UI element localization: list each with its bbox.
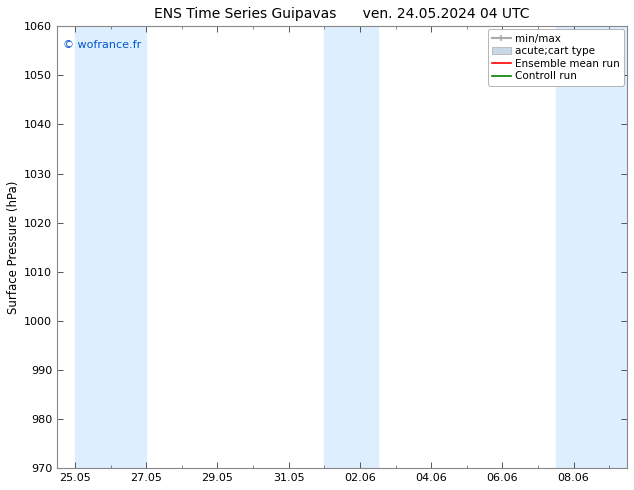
Y-axis label: Surface Pressure (hPa): Surface Pressure (hPa) bbox=[7, 180, 20, 314]
Text: © wofrance.fr: © wofrance.fr bbox=[63, 40, 141, 49]
Bar bbox=[324, 26, 378, 468]
Bar bbox=[75, 26, 146, 468]
Bar bbox=[556, 26, 627, 468]
Legend: min/max, acute;cart type, Ensemble mean run, Controll run: min/max, acute;cart type, Ensemble mean … bbox=[488, 29, 624, 86]
Title: ENS Time Series Guipavas      ven. 24.05.2024 04 UTC: ENS Time Series Guipavas ven. 24.05.2024… bbox=[154, 7, 530, 21]
